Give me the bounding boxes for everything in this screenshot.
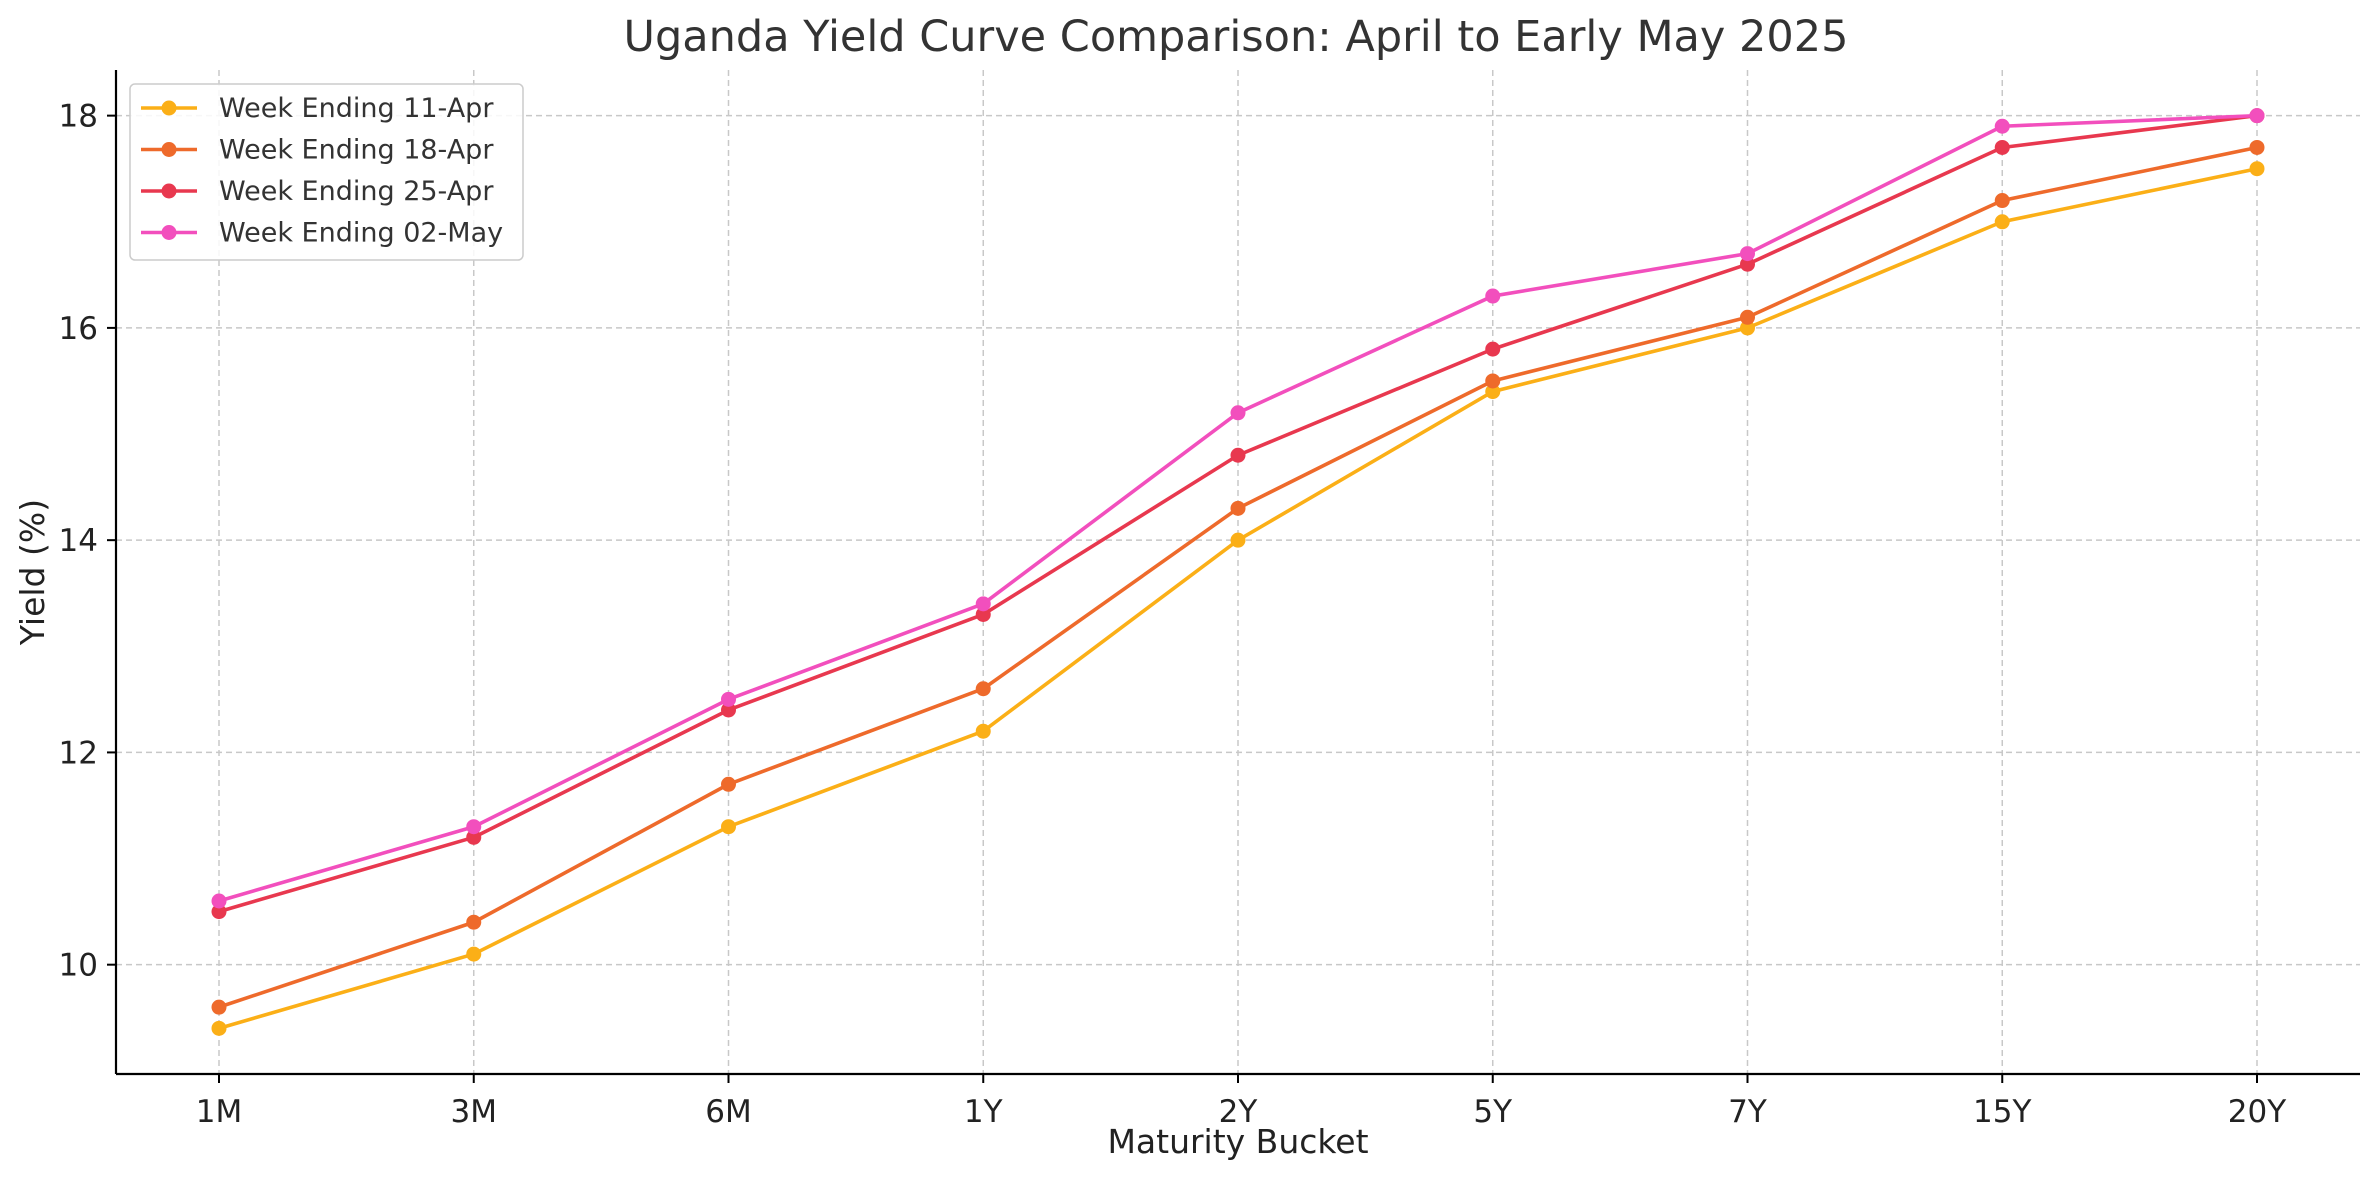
legend-swatch-marker [161,183,177,199]
data-point [466,829,482,845]
legend-swatch-marker [161,225,177,240]
data-point [1994,214,2010,230]
data-point [466,914,482,930]
x-tick-label: 2Y [1219,1094,1258,1130]
x-axis-label: Maturity Bucket [1107,1122,1368,1161]
x-tick-label: 1M [196,1094,242,1130]
data-point [721,819,736,835]
legend-label: Week Ending 02-May [219,218,503,249]
data-point [2249,161,2265,177]
series-line [218,166,2258,1031]
y-tick-label: 10 [59,948,98,984]
x-tick-label: 5Y [1473,1094,1512,1130]
legend-swatch-marker [161,142,177,157]
y-axis-label: Yield (%) [13,499,52,646]
data-point [2249,139,2265,155]
legend: Week Ending 11-Apr Week Ending 18-Apr Week… [129,83,524,261]
x-tick-label: 6M [705,1094,751,1130]
data-point [721,776,736,792]
data-point [1230,500,1246,516]
x-tick-label: 1Y [964,1094,1003,1130]
data-point [211,904,227,920]
data-point [1485,373,1501,389]
data-point [211,1020,227,1036]
x-tick-label: 20Y [2228,1094,2286,1130]
series-week-ending-02-may [211,108,2265,909]
data-point [975,723,991,739]
data-point [466,946,482,962]
data-point [1994,193,2010,209]
data-point [466,819,482,835]
legend-label: Week Ending 11-Apr [219,93,494,124]
data-point [1740,320,1755,336]
data-point [1994,118,2010,134]
y-tick-label: 16 [59,311,98,347]
ticks-layer: 1M 3M 6M 1Y 2Y 5Y 7Y 15Y 20Y 10 12 14 16 18 [59,99,2287,1130]
legend-frame [129,83,524,261]
y-tick-label: 12 [59,735,98,771]
legend-entry: Week Ending 02-May [141,218,503,249]
data-point [975,606,991,622]
data-point [721,702,736,718]
y-tick-label: 18 [59,99,98,135]
data-point [1740,309,1755,325]
series-week-ending-11-apr [211,161,2265,1036]
legend-label: Week Ending 25-Apr [219,176,494,207]
y-tick-label: 14 [59,523,98,559]
data-point [211,893,227,909]
data-point [975,681,991,697]
data-point [1230,447,1246,463]
legend-entry: Week Ending 11-Apr [141,93,494,124]
data-point [1485,288,1501,304]
data-point [721,691,736,707]
data-point [1740,246,1755,262]
legend-entry: Week Ending 18-Apr [141,135,494,166]
series-week-ending-25-apr [211,108,2265,920]
data-point [1740,256,1755,272]
legend-label: Week Ending 18-Apr [219,135,494,166]
data-point [2249,108,2265,124]
data-point [211,999,227,1015]
x-tick-label: 3M [451,1094,497,1130]
data-point [975,596,991,612]
legend-entry: Week Ending 25-Apr [141,176,494,207]
data-point [1230,532,1246,548]
series-layer [211,108,2265,1036]
series-week-ending-18-apr [211,139,2265,1015]
legend-swatch-marker [161,100,177,116]
chart-title: Uganda Yield Curve Comparison: April to … [624,12,1849,62]
x-tick-label: 15Y [1973,1094,2031,1130]
data-point [1230,405,1246,421]
data-point [1485,341,1501,357]
x-tick-label: 7Y [1728,1094,1767,1130]
data-point [1994,139,2010,155]
data-point [1485,384,1501,400]
series-line [218,145,2258,1009]
